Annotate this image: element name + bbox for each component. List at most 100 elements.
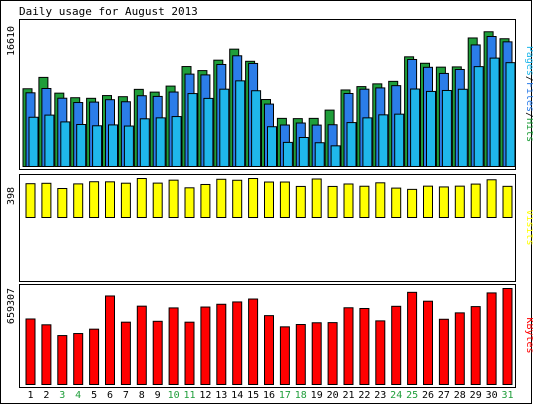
x-tick-label: 18 [295, 390, 307, 401]
bar-pages-day-26 [426, 90, 436, 167]
bar-pages-day-9 [155, 117, 166, 167]
bar-pages-day-8 [139, 118, 150, 167]
bar-visits-day-26 [423, 185, 433, 219]
bar-visits-day-18 [295, 185, 306, 218]
x-tick-label: 7 [123, 390, 129, 401]
x-tick-label: 26 [422, 390, 434, 401]
legend-entry-pages: Pages [524, 46, 533, 76]
bar-visits-day-15 [248, 178, 259, 218]
x-tick-label: 22 [358, 390, 370, 401]
bar-kbytes-day-28 [454, 312, 465, 385]
bar-kbytes-day-24 [391, 305, 402, 385]
bar-pages-day-14 [235, 80, 246, 167]
bar-visits-day-27 [438, 186, 449, 219]
x-tick-label: 30 [486, 390, 498, 401]
bar-visits-day-9 [152, 182, 163, 219]
legend-pages-files-hits: Pages/Files/Hits [524, 46, 533, 142]
bar-kbytes-day-26 [423, 300, 433, 386]
bar-visits-day-25 [407, 188, 418, 218]
legend-entry-hits: Hits [524, 118, 533, 142]
bar-kbytes-day-25 [407, 291, 418, 386]
legend-entry-files: Files [524, 82, 533, 112]
x-tick-label: 14 [231, 390, 243, 401]
x-tick-label: 28 [454, 390, 466, 401]
chart-title: Daily usage for August 2013 [19, 5, 198, 18]
x-tick-label: 31 [501, 390, 513, 401]
bar-kbytes-day-9 [152, 320, 163, 385]
bar-visits-day-7 [120, 182, 131, 219]
x-tick-label: 12 [199, 390, 211, 401]
bar-kbytes-day-10 [168, 307, 179, 385]
x-tick-label: 23 [374, 390, 386, 401]
bar-visits-day-23 [375, 182, 386, 218]
bar-pages-day-25 [410, 88, 421, 167]
bar-kbytes-day-1 [25, 318, 36, 385]
bar-kbytes-day-27 [438, 318, 449, 386]
bar-visits-day-3 [57, 187, 68, 219]
bar-visits-day-10 [168, 179, 179, 219]
bar-kbytes-day-18 [295, 324, 306, 385]
bar-kbytes-day-19 [311, 322, 322, 386]
bar-visits-day-12 [200, 183, 211, 218]
y-axis-max-label: 16610 [6, 26, 17, 56]
x-tick-label: 8 [139, 390, 145, 401]
bar-visits-day-1 [25, 183, 36, 218]
x-tick-label: 13 [215, 390, 227, 401]
x-tick-label: 5 [91, 390, 97, 401]
bar-visits-day-28 [454, 185, 465, 219]
bar-pages-day-18 [298, 136, 309, 167]
bar-pages-day-11 [187, 93, 198, 167]
bar-pages-day-2 [44, 114, 55, 167]
bar-visits-day-30 [486, 179, 497, 218]
bar-kbytes-day-8 [136, 305, 147, 386]
bar-visits-day-20 [327, 185, 338, 218]
bar-kbytes-day-12 [200, 306, 211, 385]
x-tick-label: 24 [390, 390, 402, 401]
x-tick-label: 2 [43, 390, 49, 401]
bar-pages-day-31 [505, 62, 516, 167]
x-tick-label: 1 [27, 390, 33, 401]
legend-entry-visits: Visits [524, 209, 533, 245]
bar-visits-day-16 [264, 181, 274, 218]
bar-pages-day-22 [362, 117, 373, 167]
bar-pages-day-24 [394, 113, 405, 168]
x-tick-label: 6 [107, 390, 113, 401]
x-tick-label: 27 [438, 390, 450, 401]
y-axis-max-label: 398 [6, 187, 17, 205]
bar-visits-day-22 [359, 185, 370, 219]
bar-pages-day-27 [441, 89, 452, 167]
bar-visits-day-29 [470, 183, 481, 219]
x-tick-label: 16 [263, 390, 275, 401]
bar-pages-day-15 [251, 90, 262, 167]
bar-visits-day-5 [89, 181, 100, 219]
panel-visits: 398 Visits [6, 174, 533, 282]
bar-pages-day-5 [92, 125, 103, 167]
bar-pages-day-13 [219, 88, 230, 167]
bar-kbytes-day-2 [41, 324, 52, 386]
bar-visits-day-2 [41, 182, 52, 219]
x-tick-label: 15 [247, 390, 259, 401]
bar-kbytes-day-11 [184, 321, 195, 386]
y-axis-max-label: 659307 [6, 288, 17, 324]
bar-kbytes-day-3 [57, 335, 68, 385]
bar-pages-day-4 [76, 123, 87, 167]
bar-kbytes-day-22 [359, 307, 370, 385]
legend-visits: Visits [524, 209, 533, 245]
bar-kbytes-day-4 [73, 333, 84, 385]
bar-pages-day-29 [473, 66, 484, 167]
bar-kbytes-day-5 [89, 328, 100, 386]
bar-pages-day-6 [108, 124, 118, 168]
bar-visits-day-11 [184, 187, 195, 219]
bar-visits-day-17 [279, 181, 290, 218]
x-tick-label: 9 [155, 390, 161, 401]
x-axis-day-labels: 1 2 3 4 5 6 7 8 9 10 11 12 13 14 15 16 17 18 19 20 21 22 23 24 2… [27, 390, 513, 401]
bar-kbytes-day-7 [120, 321, 131, 386]
bar-visits-day-19 [311, 178, 322, 218]
x-tick-label: 21 [342, 390, 354, 401]
x-tick-label: 19 [311, 390, 323, 401]
bar-kbytes-day-23 [375, 320, 386, 385]
bar-pages-day-20 [330, 145, 341, 168]
legend-separator: / [524, 76, 533, 82]
